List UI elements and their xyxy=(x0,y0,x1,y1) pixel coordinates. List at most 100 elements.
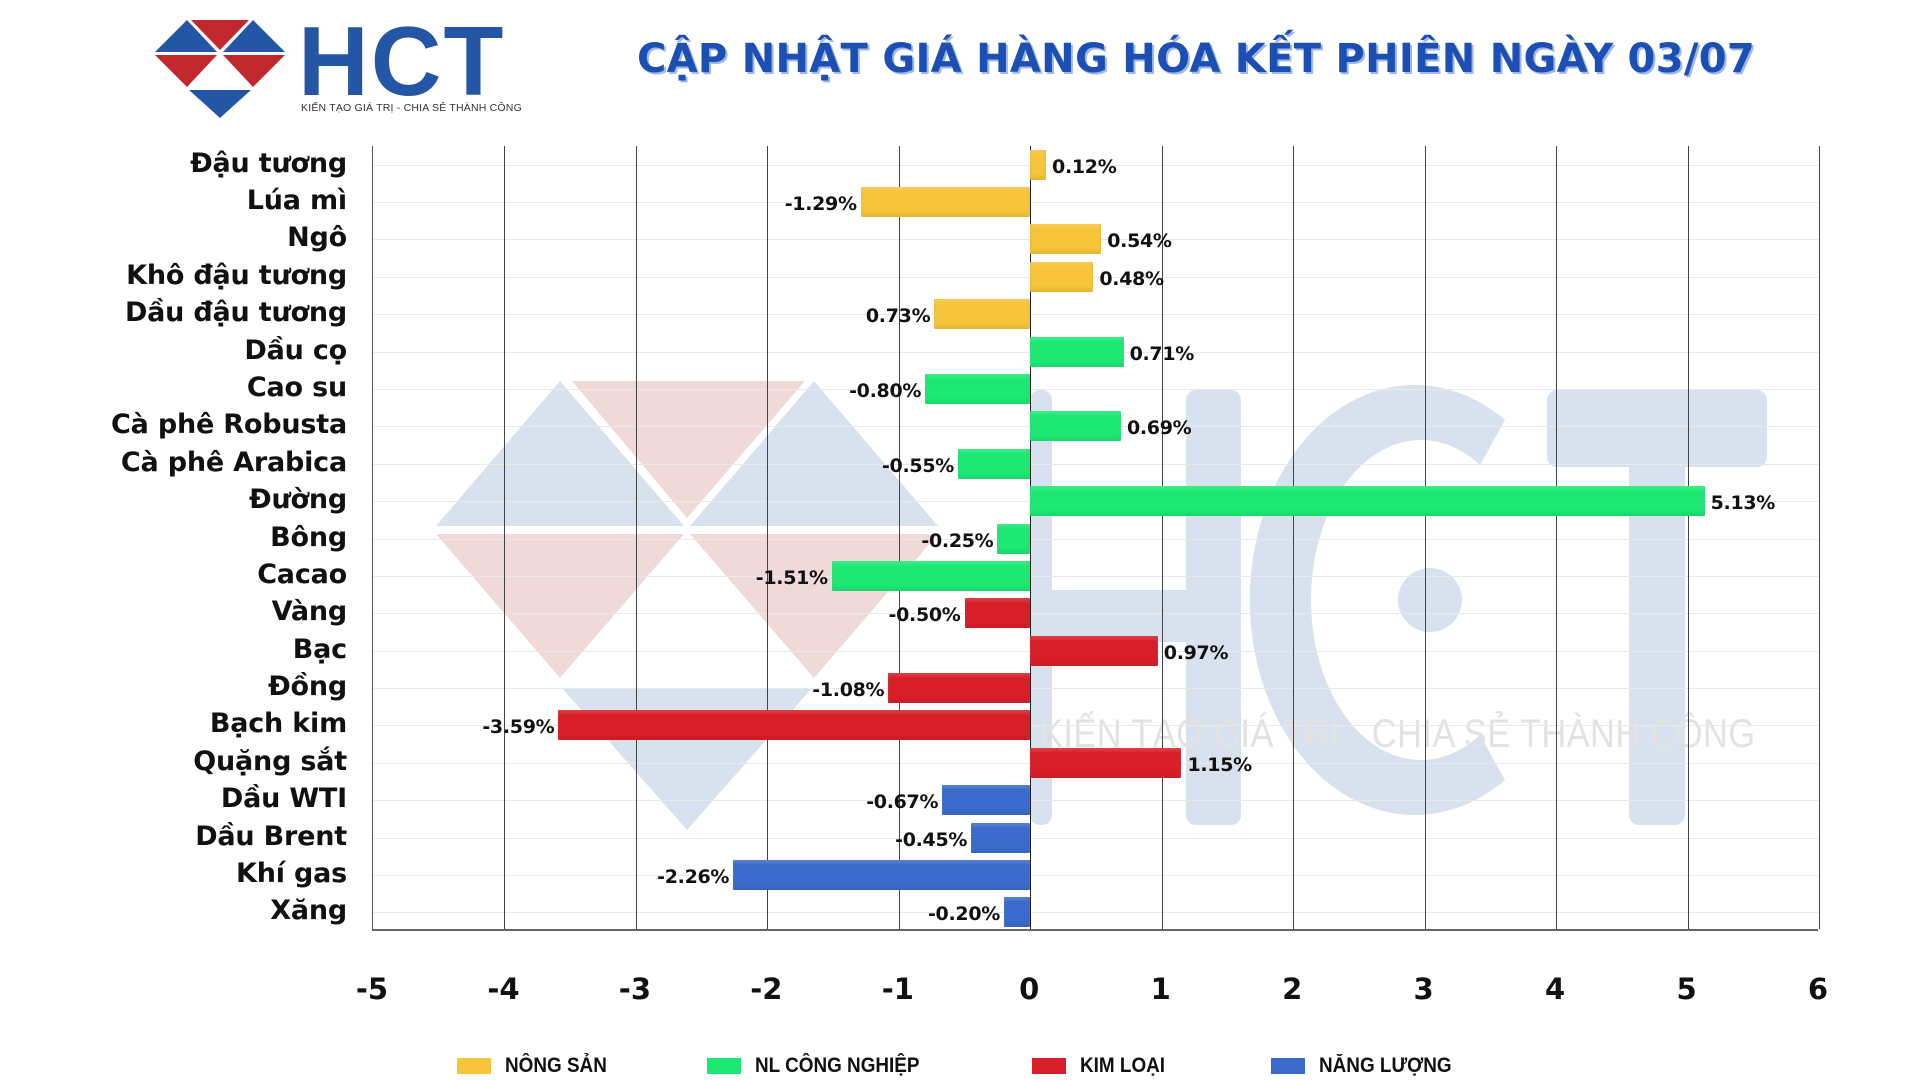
data-label: -0.67% xyxy=(866,791,939,814)
legend-swatch-icon xyxy=(1271,1058,1305,1074)
bar-nang_luong xyxy=(942,785,1031,816)
data-label: 0.73% xyxy=(865,305,931,328)
data-label: 5.13% xyxy=(1710,492,1776,515)
vertical-gridline xyxy=(635,146,637,929)
data-label: 0.48% xyxy=(1099,267,1164,290)
data-label: 0.69% xyxy=(1126,417,1192,440)
bar-kim_loai xyxy=(558,710,1031,741)
category-label: Đậu tương xyxy=(190,147,347,179)
category-label: Cao su xyxy=(246,371,347,403)
category-label: Dầu cọ xyxy=(244,334,347,366)
data-label: -1.08% xyxy=(812,679,885,702)
legend-item-nang_luong: NĂNG LƯỢNG xyxy=(1271,1054,1466,1078)
data-label: 0.12% xyxy=(1052,155,1117,178)
horizontal-gridline xyxy=(373,725,1818,727)
bar-nong_san xyxy=(1030,224,1102,255)
legend-item-nong_san: NÔNG SẢN xyxy=(457,1054,618,1078)
page-title: CẬP NHẬT GIÁ HÀNG HÓA KẾT PHIÊN NGÀY 03/… xyxy=(636,36,1755,82)
vertical-gridline xyxy=(1819,146,1820,929)
data-label: -1.29% xyxy=(784,193,857,216)
x-tick-label: 0 xyxy=(1019,972,1040,1006)
vertical-gridline xyxy=(1161,146,1163,929)
x-tick-label: -2 xyxy=(750,972,783,1006)
data-label: -0.80% xyxy=(849,379,922,402)
category-label: Đường xyxy=(249,484,347,516)
data-label: 0.97% xyxy=(1163,641,1229,664)
bar-kim_loai xyxy=(1030,747,1182,778)
bar-nl_cong_nghiep xyxy=(1030,486,1705,517)
category-label: Cà phê Arabica xyxy=(120,446,347,478)
horizontal-gridline xyxy=(373,575,1818,577)
category-label: Ngô xyxy=(287,222,347,254)
x-tick-label: 1 xyxy=(1150,972,1171,1006)
category-label: Xăng xyxy=(270,895,347,927)
legend-label: NL CÔNG NGHIỆP xyxy=(755,1054,920,1077)
data-label: -1.51% xyxy=(755,566,828,589)
category-label: Quặng sắt xyxy=(193,745,347,777)
horizontal-gridline xyxy=(373,164,1818,166)
horizontal-gridline xyxy=(373,613,1818,615)
data-label: 1.15% xyxy=(1187,753,1252,776)
hct-logo-wordmark: HCT xyxy=(298,6,506,116)
horizontal-gridline xyxy=(373,837,1818,839)
horizontal-gridline xyxy=(373,202,1818,204)
bar-nl_cong_nghiep xyxy=(997,523,1031,554)
category-label: Cacao xyxy=(257,558,347,590)
category-label: Dầu WTI xyxy=(220,783,347,815)
category-label: Dầu Brent xyxy=(195,820,347,852)
data-label: -0.20% xyxy=(927,903,1000,926)
x-tick-label: -4 xyxy=(487,972,520,1006)
vertical-gridline xyxy=(767,146,769,929)
legend-label: NĂNG LƯỢNG xyxy=(1319,1054,1452,1077)
bar-nong_san xyxy=(934,299,1031,330)
bar-kim_loai xyxy=(964,598,1031,629)
category-label: Bạch kim xyxy=(209,708,347,740)
data-label: -3.59% xyxy=(482,716,555,739)
horizontal-gridline xyxy=(373,388,1818,390)
legend-item-nl_cong_nghiep: NL CÔNG NGHIỆP xyxy=(707,1054,938,1078)
data-label: -0.55% xyxy=(881,454,954,477)
category-label: Bạc xyxy=(292,633,347,665)
data-label: 0.54% xyxy=(1107,230,1172,253)
x-tick-label: -3 xyxy=(618,972,652,1006)
horizontal-gridline xyxy=(373,688,1818,690)
vertical-gridline xyxy=(898,146,900,929)
legend-label: NÔNG SẢN xyxy=(505,1054,607,1077)
vertical-gridline xyxy=(1293,146,1295,929)
x-tick-label: 3 xyxy=(1413,972,1434,1006)
legend-item-kim_loai: KIM LOẠI xyxy=(1032,1054,1175,1078)
category-label: Khí gas xyxy=(235,857,347,889)
chart-plot-area: 0.12% -1.29% 0.54% 0.48% 0.73% 0.71% -0.80% 0.6… xyxy=(372,146,1820,931)
vertical-gridline xyxy=(1687,146,1689,929)
category-label: Đồng xyxy=(268,671,347,703)
bar-nang_luong xyxy=(733,859,1031,890)
data-label: -2.26% xyxy=(657,865,730,888)
bar-kim_loai xyxy=(888,673,1031,704)
x-tick-label: 2 xyxy=(1282,972,1303,1006)
category-label: Lúa mì xyxy=(246,185,347,217)
x-tick-label: -5 xyxy=(355,972,389,1006)
bar-nl_cong_nghiep xyxy=(957,448,1031,479)
legend-swatch-icon xyxy=(457,1058,491,1074)
bar-nong_san xyxy=(1030,149,1047,180)
logo-tagline: KIẾN TẠO GIÁ TRỊ - CHIA SẺ THÀNH CÔNG xyxy=(301,102,522,114)
bar-nl_cong_nghiep xyxy=(925,373,1031,404)
horizontal-gridline xyxy=(373,800,1818,802)
hct-diamond-logo-icon xyxy=(155,20,285,118)
category-label: Bông xyxy=(270,521,347,553)
horizontal-gridline xyxy=(373,314,1818,316)
horizontal-gridline xyxy=(373,276,1818,278)
category-label: Cà phê Robusta xyxy=(111,409,347,441)
category-label: Khô đậu tương xyxy=(126,259,347,291)
horizontal-gridline xyxy=(373,538,1818,540)
x-tick-label: 4 xyxy=(1544,972,1566,1006)
data-label: -0.50% xyxy=(888,604,961,627)
bar-nl_cong_nghiep xyxy=(1030,336,1124,367)
horizontal-gridline xyxy=(373,874,1818,876)
bar-nang_luong xyxy=(971,822,1031,853)
data-label: 0.71% xyxy=(1129,342,1195,365)
legend-swatch-icon xyxy=(707,1058,741,1074)
vertical-gridline xyxy=(1030,146,1032,929)
vertical-gridline xyxy=(1556,146,1558,929)
x-tick-label: -1 xyxy=(881,972,914,1006)
